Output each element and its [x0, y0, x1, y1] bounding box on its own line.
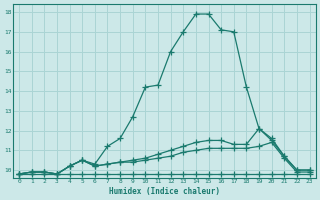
- X-axis label: Humidex (Indice chaleur): Humidex (Indice chaleur): [109, 187, 220, 196]
